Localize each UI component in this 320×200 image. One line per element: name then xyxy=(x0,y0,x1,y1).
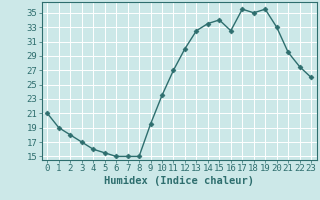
X-axis label: Humidex (Indice chaleur): Humidex (Indice chaleur) xyxy=(104,176,254,186)
